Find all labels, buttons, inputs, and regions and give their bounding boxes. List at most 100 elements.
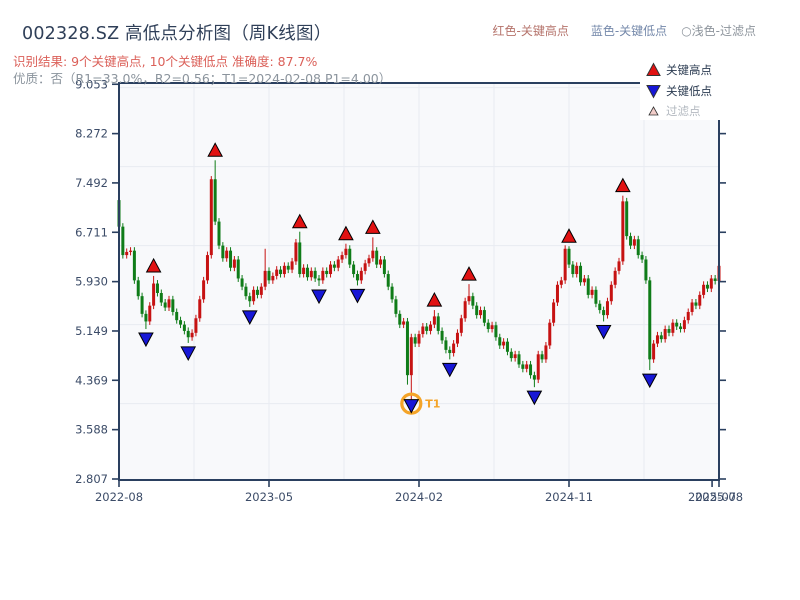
y-tick-label: 5.930: [75, 275, 108, 289]
candle-body: [452, 343, 456, 354]
candle: [498, 333, 502, 349]
candle-body: [202, 280, 206, 300]
candle-body: [471, 296, 475, 306]
key-low-marker: [241, 310, 258, 325]
key-low-marker: [311, 289, 327, 305]
candle: [317, 274, 321, 287]
candle-body: [663, 329, 667, 340]
candle: [602, 306, 606, 322]
candle: [671, 319, 675, 337]
candle-body: [229, 250, 233, 268]
candle: [329, 261, 333, 278]
candle: [652, 340, 656, 363]
t1-label: T1: [425, 398, 440, 411]
candle: [525, 360, 529, 373]
candle-body: [132, 250, 136, 281]
candle-body: [698, 294, 702, 306]
candle: [355, 270, 359, 286]
candle: [402, 317, 406, 329]
candle: [559, 276, 563, 289]
key-high-marker: [461, 266, 477, 281]
candle: [386, 270, 390, 291]
candle-body: [182, 324, 186, 331]
candle: [548, 319, 552, 349]
legend-item-label-2[interactable]: 关键低点: [666, 84, 712, 98]
candle-body: [598, 303, 602, 311]
candle: [544, 341, 548, 363]
candle-body: [305, 267, 309, 278]
candle-body: [209, 179, 213, 256]
candle-body: [179, 320, 183, 325]
candle: [313, 267, 317, 282]
candle-body: [240, 278, 244, 287]
candle-body: [121, 226, 125, 256]
candle-body: [579, 265, 583, 283]
candle: [236, 256, 240, 282]
candle-body: [617, 261, 621, 271]
candle-body: [379, 259, 383, 265]
candle: [302, 264, 306, 278]
candle-body: [371, 250, 375, 259]
y-tick-label: 7.492: [75, 176, 108, 190]
candle: [532, 371, 536, 388]
candle-body: [529, 364, 533, 376]
candle-body: [682, 320, 686, 330]
candle: [244, 283, 248, 300]
candle-body: [255, 289, 259, 295]
candle-body: [629, 236, 633, 246]
candle: [209, 176, 213, 259]
candle: [159, 289, 163, 306]
candle-body: [582, 278, 586, 283]
color-legend: 红色-关键高点 蓝色-关键低点 ○浅色-过滤点: [493, 22, 757, 39]
candle: [494, 321, 498, 341]
candle-body: [521, 364, 525, 369]
legend-marker-3[interactable]: [648, 106, 659, 116]
candle-body: [532, 375, 536, 380]
candle-body: [198, 299, 202, 319]
candle-body: [436, 316, 440, 331]
candle: [467, 284, 471, 305]
candle-body: [259, 286, 263, 295]
candle: [267, 267, 271, 284]
key-high-marker: [291, 213, 308, 229]
candle: [690, 299, 694, 316]
candle: [352, 261, 356, 278]
candle: [659, 331, 663, 343]
candle: [325, 267, 329, 278]
axis-ticks: 2.807 3.588 4.369 5.149 5.930 6.711 7.492 8.272…: [75, 77, 743, 504]
candle-body: [175, 311, 179, 321]
key-high-marker: [615, 177, 631, 193]
candle-body: [148, 305, 152, 322]
candle: [590, 286, 594, 299]
candle-body: [329, 264, 333, 275]
legend-marker-1[interactable]: [646, 62, 661, 76]
candle-body: [194, 318, 198, 333]
legend-item-label-1[interactable]: 关键高点: [666, 63, 712, 77]
candle: [375, 247, 379, 269]
candle: [163, 299, 167, 312]
candle: [275, 266, 279, 280]
candle-body: [140, 296, 144, 314]
candle: [282, 262, 286, 278]
legend-item-label-3[interactable]: 过滤点: [666, 104, 701, 118]
candle-body: [163, 302, 167, 308]
candle-body: [648, 280, 652, 360]
candle: [144, 310, 148, 330]
candle-body: [332, 264, 336, 268]
candle-body: [348, 248, 352, 265]
candle: [155, 280, 159, 297]
candle-body: [613, 270, 617, 285]
candle: [367, 254, 371, 267]
candle-body: [475, 305, 479, 316]
candle: [186, 327, 190, 343]
legend-marker-2[interactable]: [646, 85, 661, 99]
candle-body: [167, 299, 171, 308]
key-low-marker: [526, 390, 543, 406]
candle: [379, 256, 383, 269]
candle-body: [705, 284, 709, 289]
candle-body: [444, 340, 448, 350]
candle: [609, 281, 613, 305]
key-low-marker: [641, 373, 658, 389]
candle-body: [655, 335, 659, 344]
